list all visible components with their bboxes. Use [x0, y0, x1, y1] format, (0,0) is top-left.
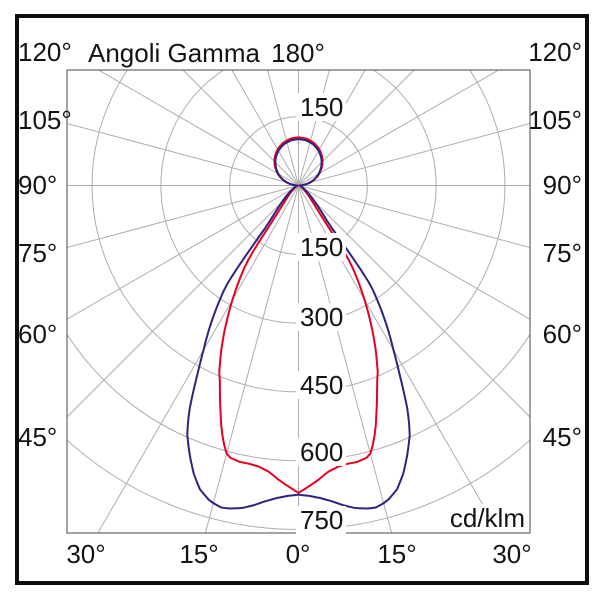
chart-frame	[15, 14, 589, 585]
radial-tick-150: 150	[296, 233, 347, 261]
radial-tick-450: 450	[296, 371, 347, 399]
grid-ray	[298, 185, 530, 249]
grid-ray	[67, 185, 299, 418]
grid-ray	[298, 185, 500, 533]
angle-label-left-105: 105°	[18, 105, 72, 135]
grid-ray	[298, 70, 330, 186]
grid-ray	[267, 70, 299, 186]
angle-label-left-45: 45°	[18, 422, 58, 452]
angle-label-bottom-3: 15°	[377, 539, 417, 569]
angle-label-right-75: 75°	[542, 238, 582, 268]
angle-label-left-60: 60°	[18, 319, 58, 349]
angle-label-right-120: 120°	[528, 37, 582, 67]
angle-label-bottom-4: 30°	[492, 539, 532, 569]
grid-ray	[298, 70, 366, 186]
grid-ray	[298, 70, 500, 186]
grid-ray	[67, 122, 299, 186]
grid-ray	[182, 70, 299, 186]
angle-label-right-60: 60°	[542, 319, 582, 349]
angle-label-bottom-0: 30°	[66, 539, 106, 569]
top-angle-label-180: 180°	[271, 38, 325, 68]
chart-title: Angoli Gamma	[88, 38, 260, 68]
angle-label-bottom-2: 0°	[285, 539, 311, 569]
grid-ray	[298, 185, 530, 418]
radial-tick-300: 300	[296, 303, 347, 331]
angle-label-left-75: 75°	[18, 238, 58, 268]
angle-label-left-90: 90°	[18, 170, 58, 200]
grid-ray	[204, 185, 299, 533]
grid-ray	[298, 70, 415, 186]
angle-label-left-120: 120°	[18, 37, 72, 67]
grid-ray	[67, 185, 299, 320]
angle-label-right-45: 45°	[542, 422, 582, 452]
radial-tick-750: 750	[296, 506, 347, 534]
grid-ray	[298, 122, 530, 186]
unit-label: cd/klm	[445, 504, 528, 532]
angle-label-right-90: 90°	[542, 170, 582, 200]
grid-ray	[231, 70, 299, 186]
grid-ray	[298, 185, 530, 320]
blue-curve	[186, 138, 411, 510]
angle-label-bottom-1: 15°	[179, 539, 219, 569]
grid-ray	[97, 70, 299, 186]
angle-label-right-105: 105°	[528, 105, 582, 135]
grid-ray	[97, 185, 299, 533]
radial-tick-top-150: 150	[296, 93, 347, 121]
grid-ray	[67, 185, 299, 249]
radial-tick-600: 600	[296, 438, 347, 466]
grid-ray	[298, 185, 393, 533]
